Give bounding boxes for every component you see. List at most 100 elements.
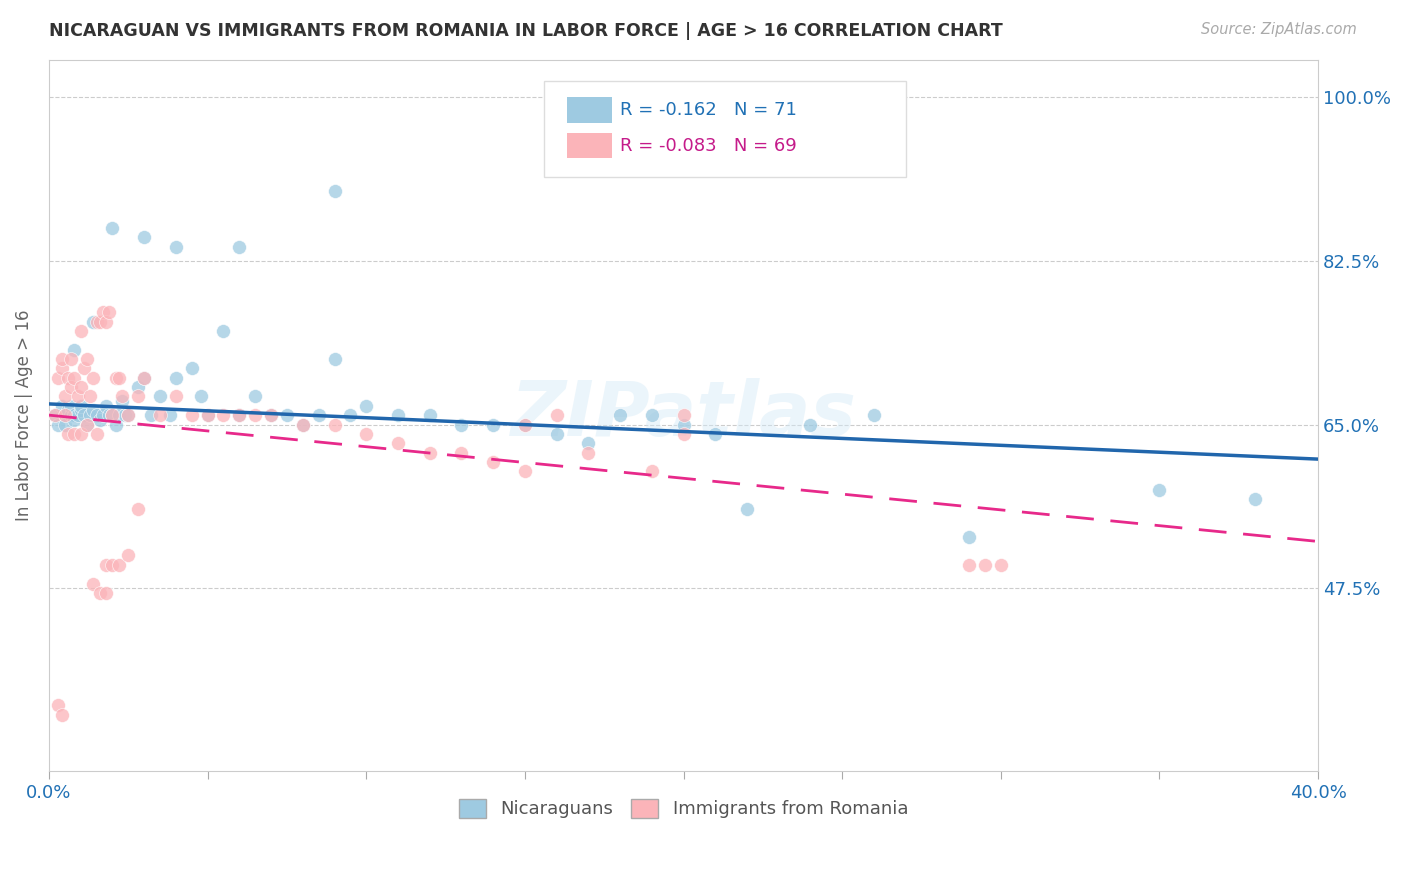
Point [104, 370, 127, 384]
Point [180, 361, 202, 376]
Point [339, 408, 361, 422]
Point [98, 305, 121, 319]
Point [134, 370, 156, 384]
FancyBboxPatch shape [567, 97, 613, 123]
Point [56, 370, 79, 384]
Point [387, 408, 409, 422]
Point [228, 240, 250, 254]
Point [672, 408, 695, 422]
Point [60, 380, 83, 394]
Point [44, 408, 66, 422]
Point [276, 408, 298, 422]
Point [82, 370, 104, 384]
Point [91, 305, 114, 319]
Point [190, 389, 212, 403]
Point [89, 586, 111, 600]
Point [260, 408, 283, 422]
Point [44, 408, 66, 422]
Point [101, 221, 124, 235]
Point [53, 417, 76, 432]
Point [63, 370, 86, 384]
Point [82, 403, 104, 417]
Point [1149, 483, 1171, 497]
Point [60, 408, 83, 422]
Point [51, 351, 73, 366]
Point [134, 370, 156, 384]
Point [1243, 492, 1265, 507]
Point [245, 389, 267, 403]
Point [990, 558, 1012, 572]
Point [672, 417, 695, 432]
Point [48, 370, 70, 384]
Point [60, 399, 83, 413]
Point [69, 399, 91, 413]
Point [513, 417, 536, 432]
Point [69, 380, 91, 394]
Point [609, 408, 631, 422]
Point [63, 408, 86, 422]
Point [53, 408, 76, 422]
Point [197, 408, 219, 422]
Text: NICARAGUAN VS IMMIGRANTS FROM ROMANIA IN LABOR FORCE | AGE > 16 CORRELATION CHAR: NICARAGUAN VS IMMIGRANTS FROM ROMANIA IN… [49, 22, 1002, 40]
Point [356, 399, 378, 413]
Point [69, 403, 91, 417]
Point [513, 464, 536, 478]
Point [450, 417, 472, 432]
Point [704, 426, 727, 441]
Point [94, 315, 117, 329]
Point [66, 389, 89, 403]
Point [51, 361, 73, 376]
Point [56, 403, 79, 417]
Point [117, 549, 139, 563]
Point [117, 408, 139, 422]
Point [51, 399, 73, 413]
Point [641, 464, 664, 478]
Point [450, 445, 472, 459]
Point [91, 408, 114, 422]
Point [94, 399, 117, 413]
Point [101, 408, 124, 422]
Point [149, 408, 172, 422]
Point [482, 417, 505, 432]
Point [60, 351, 83, 366]
Point [63, 426, 86, 441]
Point [957, 558, 980, 572]
Point [245, 408, 267, 422]
Point [53, 408, 76, 422]
Point [69, 324, 91, 338]
Point [576, 436, 599, 450]
Point [323, 184, 346, 198]
Point [63, 413, 86, 427]
Point [419, 408, 441, 422]
Point [165, 370, 187, 384]
Point [228, 408, 250, 422]
FancyBboxPatch shape [544, 81, 905, 177]
Point [323, 417, 346, 432]
Point [323, 351, 346, 366]
Point [197, 408, 219, 422]
Point [114, 408, 136, 422]
Point [94, 586, 117, 600]
Point [111, 389, 134, 403]
Point [546, 426, 568, 441]
Point [86, 426, 108, 441]
Point [165, 389, 187, 403]
Point [117, 408, 139, 422]
Point [134, 230, 156, 244]
Point [863, 408, 886, 422]
Text: ZIPatlas: ZIPatlas [510, 378, 856, 452]
Point [79, 389, 101, 403]
Point [212, 408, 235, 422]
Point [149, 389, 172, 403]
Point [66, 408, 89, 422]
Point [356, 426, 378, 441]
Point [98, 408, 121, 422]
Point [82, 576, 104, 591]
Point [111, 394, 134, 409]
Point [672, 426, 695, 441]
FancyBboxPatch shape [567, 133, 613, 159]
Point [51, 707, 73, 722]
Point [308, 408, 330, 422]
Point [482, 455, 505, 469]
Point [76, 417, 98, 432]
